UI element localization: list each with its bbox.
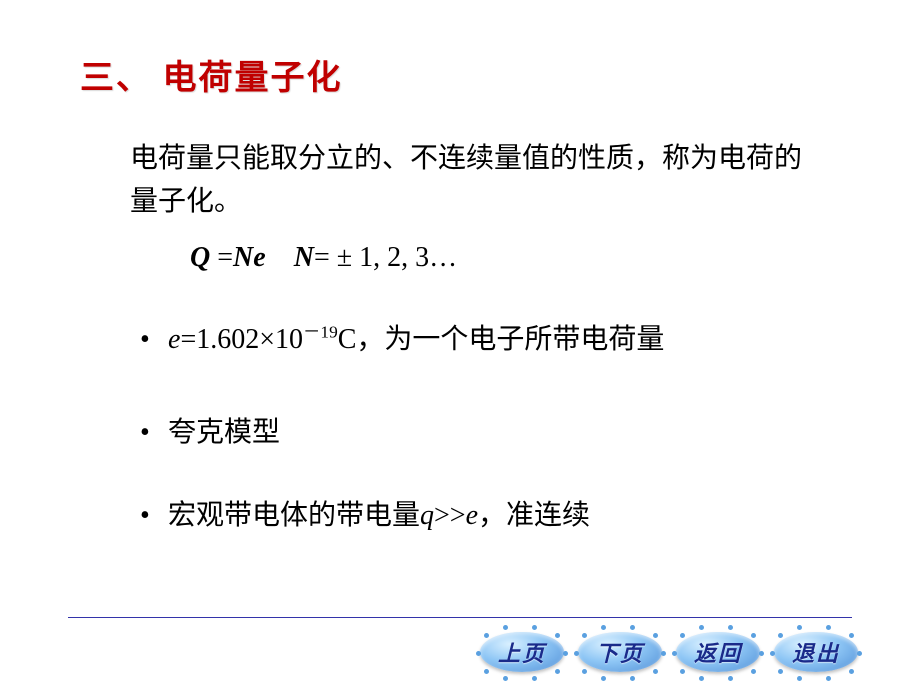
b1-mid: =1.602×10 (180, 324, 303, 355)
exit-label: 退出 (792, 636, 840, 668)
next-label: 下页 (596, 636, 644, 668)
symbol-e2: e (466, 500, 478, 531)
prev-button[interactable]: 上页 (480, 632, 564, 672)
b1-tail: C，为一个电子所带电荷量 (338, 324, 665, 355)
formula-vals: = ± 1, 2, 3… (314, 242, 457, 273)
slide: 三、 电荷量子化 电荷量只能取分立的、不连续量值的性质，称为电荷的量子化。 Q … (0, 0, 920, 690)
footer-divider (68, 617, 852, 618)
back-label: 返回 (694, 636, 742, 668)
b3-gg: >> (434, 500, 466, 531)
b3-tail: ，准连续 (478, 500, 590, 531)
formula-N2: N (294, 242, 314, 273)
intro-paragraph: 电荷量只能取分立的、不连续量值的性质，称为电荷的量子化。 (130, 137, 810, 224)
prev-label: 上页 (498, 636, 546, 668)
b1-sup: －19 (303, 322, 338, 341)
section-heading: 三、 电荷量子化 (80, 50, 840, 99)
next-button[interactable]: 下页 (578, 632, 662, 672)
formula-Q: Q (190, 242, 210, 273)
formula-line: Q =NeN= ± 1, 2, 3… (190, 242, 840, 274)
list-item: e=1.602×10－19C，为一个电子所带电荷量 (140, 320, 840, 359)
exit-button[interactable]: 退出 (774, 632, 858, 672)
b3-pre: 宏观带电体的带电量 (168, 500, 420, 531)
formula-N1: N (233, 242, 253, 273)
list-item: 宏观带电体的带电量q>>e，准连续 (140, 496, 840, 535)
formula-eq1: = (210, 242, 233, 273)
formula-e: e (253, 242, 265, 273)
b2-text: 夸克模型 (168, 417, 280, 448)
nav-buttons: 上页 下页 返回 (480, 632, 858, 672)
symbol-q: q (420, 500, 434, 531)
symbol-e: e (168, 324, 180, 355)
back-button[interactable]: 返回 (676, 632, 760, 672)
bullet-list: e=1.602×10－19C，为一个电子所带电荷量 夸克模型 宏观带电体的带电量… (140, 320, 840, 536)
list-item: 夸克模型 (140, 413, 840, 452)
